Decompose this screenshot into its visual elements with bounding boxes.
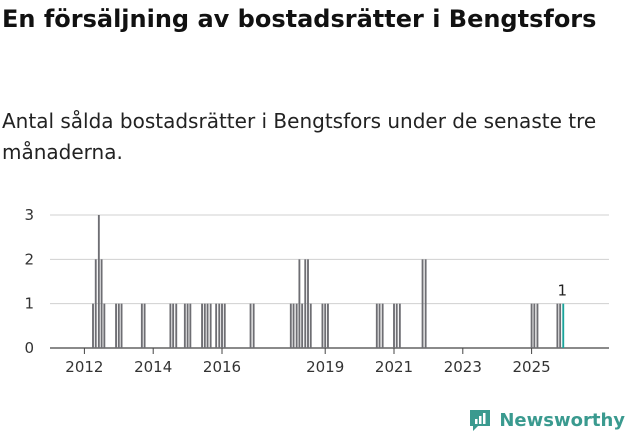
bar xyxy=(223,303,226,348)
bar xyxy=(304,259,307,348)
bar xyxy=(120,303,123,348)
bar xyxy=(375,303,378,348)
bar xyxy=(183,303,186,348)
bar-chart: 0 1 2 3 1 2012 2014 2016 2019 2021 2023 2025 xyxy=(24,206,609,376)
bar xyxy=(301,303,304,348)
x-tick-label: 2019 xyxy=(306,358,344,376)
bar xyxy=(395,303,398,348)
bar xyxy=(103,303,106,348)
highlight-bar xyxy=(562,303,565,348)
y-tick-label: 0 xyxy=(24,339,34,357)
bar xyxy=(421,259,424,348)
bar xyxy=(140,303,143,348)
bar xyxy=(92,303,94,348)
bar xyxy=(97,215,100,348)
newsworthy-logo-icon xyxy=(470,410,491,431)
bar xyxy=(203,303,206,348)
x-tick-label: 2025 xyxy=(513,358,551,376)
bar xyxy=(117,303,120,348)
bar xyxy=(424,259,427,348)
bar xyxy=(556,303,559,348)
bar xyxy=(298,259,301,348)
brand-name: Newsworthy xyxy=(499,409,625,431)
bar xyxy=(249,303,252,348)
bar xyxy=(378,303,381,348)
bar xyxy=(115,303,117,348)
bar xyxy=(309,303,312,348)
bar xyxy=(327,303,329,348)
y-tick-label: 2 xyxy=(24,250,34,268)
bar xyxy=(169,303,172,348)
x-tick-label: 2012 xyxy=(65,358,103,376)
bar xyxy=(100,259,103,348)
y-tick-label: 3 xyxy=(24,206,34,224)
x-tick-label: 2016 xyxy=(203,358,241,376)
bar xyxy=(307,259,309,348)
bar xyxy=(189,303,192,348)
bar xyxy=(186,303,189,348)
bar xyxy=(530,303,533,348)
bar xyxy=(172,303,175,348)
bar xyxy=(201,303,203,348)
brand-logo: Newsworthy xyxy=(467,407,625,433)
chart-subtitle: Antal sålda bostadsrätter i Bengtsfors u… xyxy=(2,109,597,164)
bar xyxy=(533,303,536,348)
bar xyxy=(94,259,97,348)
bar xyxy=(321,303,324,348)
x-tick-label: 2021 xyxy=(375,358,413,376)
bar xyxy=(289,303,292,348)
bar xyxy=(252,303,255,348)
bar xyxy=(143,303,146,348)
bar xyxy=(393,303,395,348)
bar xyxy=(215,303,218,348)
x-tick-label: 2014 xyxy=(134,358,172,376)
bar xyxy=(292,303,295,348)
bar xyxy=(536,303,539,348)
chart-title: En försäljning av bostadsrätter i Bengts… xyxy=(2,5,597,33)
bar xyxy=(295,303,298,348)
bar xyxy=(324,303,327,348)
bar xyxy=(559,303,562,348)
bar xyxy=(175,303,178,348)
y-tick-label: 1 xyxy=(24,295,34,313)
bar xyxy=(206,303,209,348)
highlight-value-label: 1 xyxy=(557,282,567,300)
bar xyxy=(398,303,401,348)
bar xyxy=(209,303,212,348)
x-tick-label: 2023 xyxy=(444,358,482,376)
bar xyxy=(381,303,384,348)
bar xyxy=(221,303,223,348)
bar xyxy=(218,303,221,348)
